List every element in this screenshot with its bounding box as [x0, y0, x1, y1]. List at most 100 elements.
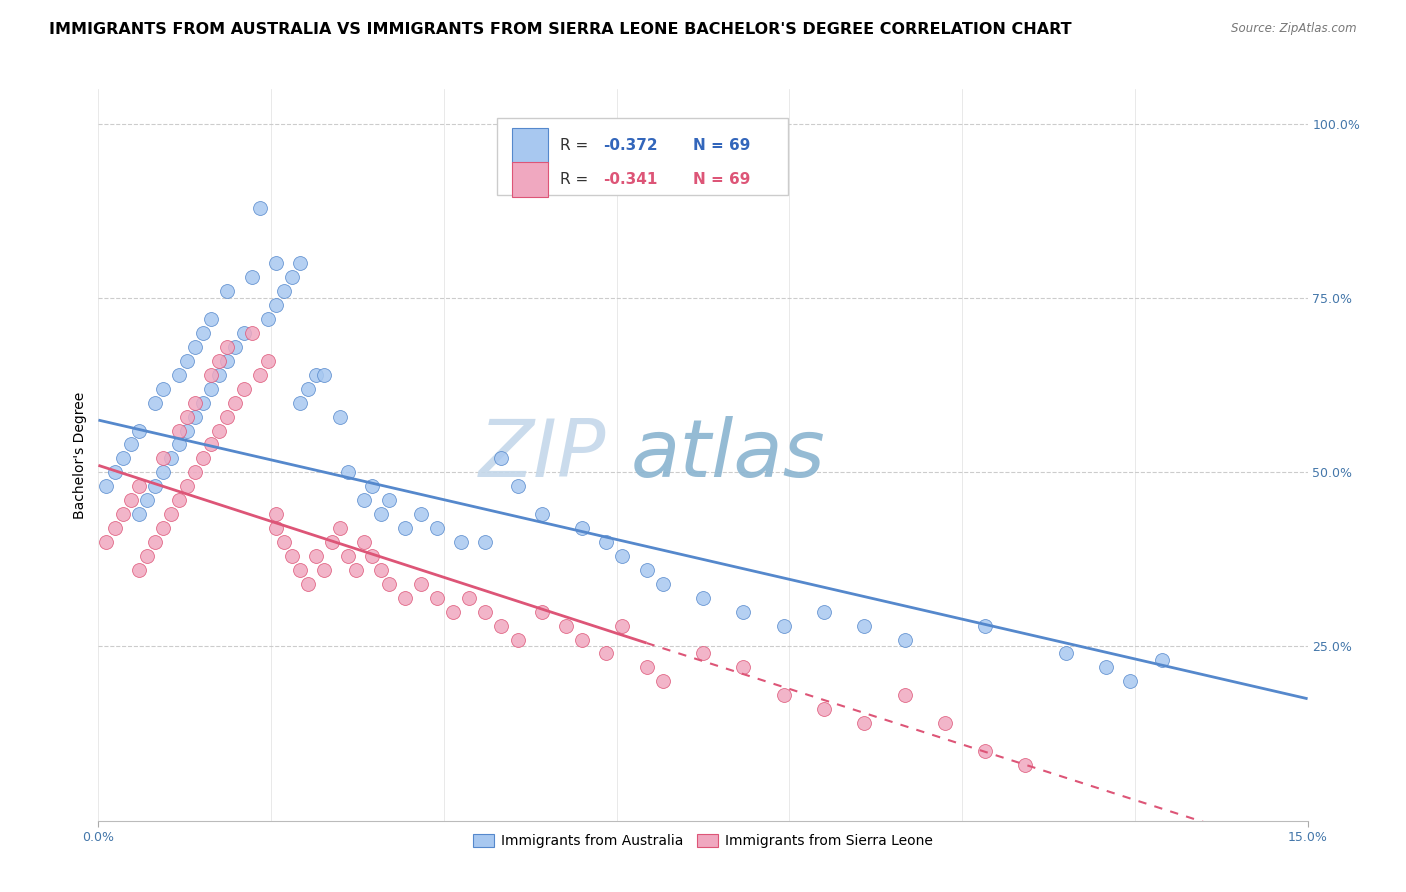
- Point: [974, 744, 997, 758]
- Point: [193, 326, 215, 340]
- Point: [353, 535, 375, 549]
- Point: [974, 618, 997, 632]
- Point: [264, 298, 287, 312]
- Point: [160, 451, 183, 466]
- Point: [409, 576, 432, 591]
- Point: [458, 591, 481, 605]
- Point: [217, 354, 239, 368]
- Text: -0.372: -0.372: [603, 138, 657, 153]
- Point: [176, 354, 198, 368]
- Point: [337, 466, 360, 480]
- Point: [394, 521, 416, 535]
- Point: [96, 479, 118, 493]
- Point: [167, 424, 190, 438]
- Point: [555, 618, 578, 632]
- Point: [297, 576, 319, 591]
- FancyBboxPatch shape: [512, 128, 548, 163]
- Point: [450, 535, 472, 549]
- Point: [176, 424, 198, 438]
- Point: [184, 395, 207, 409]
- Point: [571, 632, 593, 647]
- Point: [934, 716, 956, 731]
- Point: [167, 437, 190, 451]
- Point: [152, 521, 174, 535]
- Point: [281, 549, 304, 563]
- Point: [772, 618, 794, 632]
- Point: [200, 312, 222, 326]
- Point: [394, 591, 416, 605]
- Point: [651, 674, 673, 689]
- Point: [217, 284, 239, 298]
- Point: [1152, 653, 1174, 667]
- Point: [409, 507, 432, 521]
- Text: -0.341: -0.341: [603, 172, 657, 187]
- Text: IMMIGRANTS FROM AUSTRALIA VS IMMIGRANTS FROM SIERRA LEONE BACHELOR'S DEGREE CORR: IMMIGRANTS FROM AUSTRALIA VS IMMIGRANTS …: [49, 22, 1071, 37]
- Point: [232, 326, 254, 340]
- Point: [530, 605, 553, 619]
- Point: [474, 605, 496, 619]
- Point: [377, 493, 399, 508]
- Point: [772, 688, 794, 702]
- Y-axis label: Bachelor's Degree: Bachelor's Degree: [73, 392, 87, 518]
- Point: [321, 535, 343, 549]
- Point: [264, 507, 287, 521]
- Legend: Immigrants from Australia, Immigrants from Sierra Leone: Immigrants from Australia, Immigrants fr…: [468, 829, 938, 854]
- Point: [474, 535, 496, 549]
- Point: [152, 382, 174, 396]
- Point: [612, 618, 634, 632]
- Point: [176, 409, 198, 424]
- Point: [1014, 758, 1036, 772]
- Point: [337, 549, 360, 563]
- Point: [240, 270, 263, 285]
- Point: [305, 368, 328, 382]
- Point: [329, 409, 352, 424]
- Point: [813, 605, 835, 619]
- Point: [217, 409, 239, 424]
- Point: [128, 507, 150, 521]
- Text: R =: R =: [561, 138, 593, 153]
- Point: [314, 563, 336, 577]
- Point: [240, 326, 263, 340]
- Text: R =: R =: [561, 172, 593, 187]
- Point: [813, 702, 835, 716]
- Point: [288, 256, 311, 270]
- Point: [224, 395, 246, 409]
- Point: [893, 688, 915, 702]
- Point: [217, 340, 239, 354]
- Point: [200, 368, 222, 382]
- Point: [595, 647, 617, 661]
- Point: [288, 395, 311, 409]
- Point: [651, 576, 673, 591]
- Point: [491, 451, 513, 466]
- Point: [256, 354, 278, 368]
- Point: [135, 549, 157, 563]
- Point: [273, 284, 295, 298]
- Point: [184, 466, 207, 480]
- FancyBboxPatch shape: [512, 162, 548, 197]
- Point: [1054, 647, 1077, 661]
- Point: [96, 535, 118, 549]
- Point: [120, 493, 142, 508]
- Point: [273, 535, 295, 549]
- Point: [426, 521, 449, 535]
- Point: [733, 660, 755, 674]
- Point: [193, 451, 215, 466]
- Point: [853, 618, 876, 632]
- Point: [853, 716, 876, 731]
- Point: [103, 466, 125, 480]
- Text: Source: ZipAtlas.com: Source: ZipAtlas.com: [1232, 22, 1357, 36]
- Text: atlas: atlas: [630, 416, 825, 494]
- Point: [128, 424, 150, 438]
- Text: N = 69: N = 69: [693, 172, 751, 187]
- Point: [692, 591, 714, 605]
- Text: N = 69: N = 69: [693, 138, 751, 153]
- Point: [111, 507, 134, 521]
- Point: [160, 507, 183, 521]
- Point: [143, 479, 166, 493]
- Point: [491, 618, 513, 632]
- Point: [288, 563, 311, 577]
- Point: [208, 368, 231, 382]
- Point: [377, 576, 399, 591]
- Point: [184, 409, 207, 424]
- Point: [120, 437, 142, 451]
